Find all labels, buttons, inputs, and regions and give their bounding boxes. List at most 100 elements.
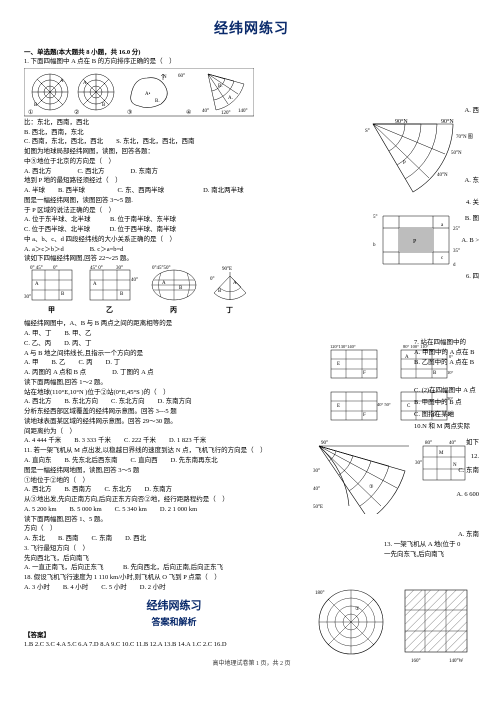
svg-text:25°: 25° (453, 227, 460, 232)
svg-text:5°: 5° (373, 215, 378, 220)
svg-text:F: F (363, 413, 366, 418)
svg-text:80°: 80° (425, 441, 432, 446)
t-fig2: 图是一幅经纬网图，读图回答 3～5 题. (24, 197, 324, 206)
abcd-q: 中 a、b、c、d 四段经纬线的大小关系正确的是（ ） (24, 236, 324, 245)
fly2-a: 先向西北飞，后向南飞 (24, 555, 324, 564)
svg-text:A: A (35, 282, 39, 287)
fly2-c: A. 一直正南飞，后向正东飞 B. 先向西北，后向正南,后向正东飞 (24, 564, 324, 573)
svg-text:丙: 丙 (170, 306, 177, 314)
svg-text:B: B (179, 286, 183, 291)
answers-label: 【答案】 (24, 632, 324, 641)
svg-text:C: C (407, 404, 411, 409)
svg-text:160°: 160° (411, 659, 421, 662)
svg-text:b: b (373, 243, 376, 248)
svg-text:140°W: 140°W (449, 659, 463, 662)
q1-text: 1. 下面四幅图中 A 点在 B 的方向排序正确的是（ ） (24, 58, 324, 67)
figure-bottom-pair: 180° ① 160° 140°W (315, 582, 475, 662)
svg-text:A•: A• (145, 92, 151, 97)
svg-text:③: ③ (369, 484, 374, 490)
svg-text:B: B (61, 292, 65, 297)
svg-text:B.: B. (218, 84, 223, 89)
m-q2: 从③地出发,先向正南方向,后向正东方向否②地，经行距路程约是（ ） (24, 496, 324, 505)
t-intro: 如图为地球局部经纬网图，读图，回答各题： (24, 148, 324, 157)
note-fly-r1: 13. 一架飞机从 A 地(位于 0 (384, 541, 494, 550)
figure-fan-top: 90°N 90°N 70°N 图 50°N 40°N S° P (363, 116, 473, 194)
tf2a-a: A. 位于东半球、北半球 B. 位于南半球、东半球 (24, 216, 324, 225)
svg-text:丁: 丁 (226, 306, 233, 314)
svg-text:50°N: 50°N (451, 151, 462, 156)
note-a-dong: A. 东 (465, 177, 479, 186)
svg-text:④: ④ (186, 109, 191, 116)
svg-text:30°: 30° (415, 461, 422, 466)
note-4g: 4. 关 (466, 199, 479, 208)
svg-text:A.: A. (228, 96, 233, 101)
q1-opt-a: 比：东北，西南，西北 (24, 119, 324, 128)
dir-opts: A. 甲 B. 乙 C. 丙 D. 丁 (24, 359, 324, 368)
svg-text:B: B (433, 371, 437, 376)
r-note-7f: C. 图指在某地 (414, 411, 494, 420)
svg-text:乙: 乙 (106, 306, 113, 314)
svg-text:90°E: 90°E (222, 267, 232, 272)
r-note-7b: A. 甲图中的 A 点在 B (414, 349, 494, 358)
svg-text:40°: 40° (202, 109, 209, 114)
svg-text:E: E (337, 362, 340, 367)
svg-text:40°: 40° (313, 487, 320, 492)
az-opts: A. 丙图的 A 点和 B 点 D. 丁图的 A 点 (24, 369, 324, 378)
note-6600: A. 6 600 (456, 491, 479, 500)
jyd-q: 幅经纬网图中，A、B 与 B 两点之间的距离相等的是 (24, 320, 324, 329)
dist-opts: A. 4 444 千米 B. 3 333 千米 C. 222 千米 D. 1 8… (24, 437, 324, 446)
dir-q2: 方向（ ） (24, 525, 324, 534)
note-12: 12. (471, 453, 479, 462)
figure-p-grid: 5° a 25° b c 35° d P (371, 208, 463, 274)
svg-text:A: A (162, 281, 166, 286)
svg-text:N: N (453, 463, 457, 468)
figure-row-1: A B ① A B ② A• B. N (24, 68, 254, 118)
dir-q2-opts: A. 东北 B. 西南 C. 东南 D. 西北 (24, 535, 324, 544)
note-b-tu: B. 图 (465, 215, 479, 224)
figure-fan-grid: 90° ③ 30° 40° 50°E 80° 40° M N 30° (313, 440, 473, 514)
svg-text:40°N: 40°N (437, 173, 448, 178)
svg-text:P: P (403, 161, 406, 166)
m-opts: A. 西北方 B. 西南方 C. 东北方 D. 东南方 (24, 486, 324, 495)
svg-text:M: M (439, 451, 444, 456)
page-title: 经纬网练习 (24, 18, 479, 38)
note-dir-r: A. 东南 (458, 531, 479, 540)
note-dn: C. 东南 (458, 467, 479, 476)
svg-text:30°: 30° (24, 295, 31, 300)
t2-opts: A. 西北方 C. 西北方 D. 东南方 (24, 168, 324, 177)
svg-text:120°130°140°: 120°130°140° (330, 344, 356, 349)
svg-text:E: E (337, 404, 340, 409)
svg-text:40°: 40° (449, 441, 456, 446)
tf2a-c: C. 位于西半球、北半球 D. 位于西半球、南半球 (24, 226, 324, 235)
svg-text:40° 50°: 40° 50° (377, 402, 391, 407)
svg-text:a: a (441, 223, 444, 228)
svg-text:120°: 120° (221, 111, 231, 116)
t3: 地到 P 地的最短路径须经过（ ） (24, 177, 324, 186)
r-note-7e: B. 甲图中的 B 点 (414, 399, 494, 408)
svg-text:30°: 30° (313, 469, 320, 474)
note-fly-r2: 一先向东飞,后向南飞 (384, 551, 494, 560)
read29: 读地球表面某区域的经纬网示意图。回答 29～30 题。 (24, 418, 324, 427)
svg-text:0°45°50°: 0°45°50° (152, 266, 171, 271)
svg-text:A: A (93, 282, 97, 287)
answers-text: 1.B 2.C 3.C 4.A 5.C 6.A 7.D 8.A 9.C 10.C… (24, 641, 324, 650)
fly: 11. 若一架飞机从 M 点出发,以稳越日界线的速度到达 N 点，飞机飞行的方向… (24, 447, 324, 456)
svg-text:10°: 10° (447, 370, 454, 375)
svg-text:30°: 30° (116, 266, 123, 271)
r2a-opts: A. 西北方 B. 东北方向 C. 东北方向 D. 东南方向 (24, 398, 324, 407)
r-note-7a: 7. 站在四幅图中的 (414, 339, 494, 348)
svg-text:B.: B. (155, 99, 160, 104)
svg-text:0°: 0° (210, 277, 215, 282)
r-note-7g: 10.N 和 M 两点实际 (414, 423, 494, 432)
svg-text:0° 45°: 0° 45° (30, 266, 43, 271)
abcd-opts: A. a＞c＞b＞d B. c＞a=b=d (24, 246, 324, 255)
note-6si: 6. 四 (466, 273, 479, 282)
speed-opts: A. 3 小时 B. 4 小时 C. 5 小时 D. 2 小时 (24, 584, 324, 593)
r2a: 站在地球(110°E,10°N )位于②站(0°E,45°S )的（ ） (24, 389, 324, 398)
read-map: 图是一幅经纬网地图，读图,回答 3～5 题 (24, 467, 324, 476)
section-heading: 一、单选题(本大题共 8 小题，共 16.0 分) (24, 46, 324, 56)
svg-text:50°E: 50°E (313, 505, 323, 510)
fly2: 3. 飞行最短方向（ ） (24, 545, 324, 554)
note-ab: A. B > (461, 237, 479, 246)
r-note-7d: C. (2)在四幅图中 A 点 (414, 387, 494, 396)
